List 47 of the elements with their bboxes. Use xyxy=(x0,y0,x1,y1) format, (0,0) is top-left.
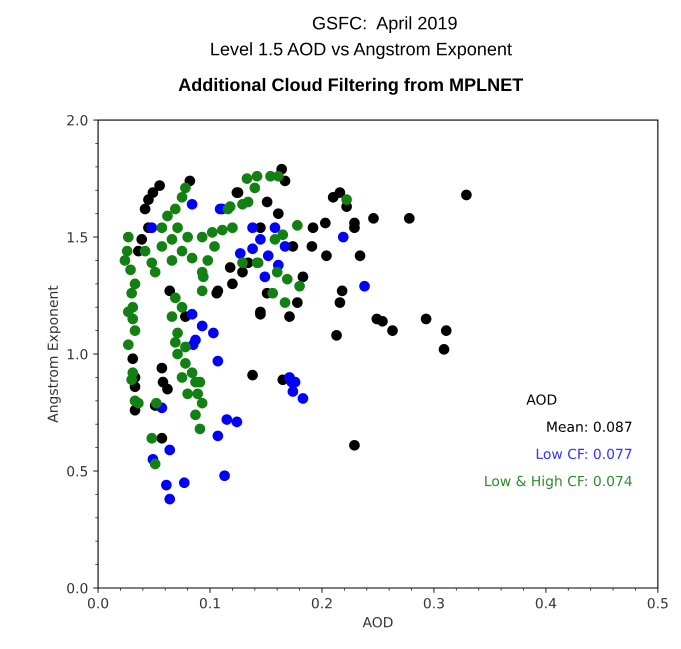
text: Additional Cloud Filtering from MPLNET xyxy=(178,78,524,95)
point xyxy=(255,234,266,245)
chart-subtitle: Level 1.5 AOD vs Angstrom Exponent xyxy=(211,42,512,60)
chart-title: GSFC: April 2019 xyxy=(312,16,457,34)
y-tick-label: 2.0 xyxy=(67,115,88,126)
point xyxy=(219,470,230,482)
point xyxy=(280,241,290,252)
x-axis-title: AOD xyxy=(362,616,393,628)
x-tick-label: 0.2 xyxy=(312,598,332,608)
x-tick-label: 0.3 xyxy=(424,598,444,608)
point xyxy=(232,416,242,428)
annotation: Low CF: 0.077 xyxy=(536,448,632,460)
y-axis-title: Angstrom Exponent xyxy=(48,286,61,423)
point xyxy=(208,328,219,338)
point xyxy=(247,243,258,254)
point xyxy=(164,494,176,504)
point xyxy=(359,280,370,292)
point xyxy=(164,444,176,456)
y-tick-label: 1.0 xyxy=(68,349,88,360)
point xyxy=(161,480,172,490)
point xyxy=(186,308,198,320)
point xyxy=(298,393,308,404)
x-tick-label: 0.5 xyxy=(648,598,668,608)
annotation: AOD xyxy=(526,394,556,405)
point xyxy=(146,222,158,234)
x-tick-label: 0.0 xyxy=(88,598,108,608)
x-tick-label: 0.4 xyxy=(536,598,556,608)
point xyxy=(338,232,349,242)
point xyxy=(190,334,201,346)
point xyxy=(288,386,298,397)
point xyxy=(234,248,246,259)
point xyxy=(212,430,224,442)
annotation: Low & High CF: 0.074 xyxy=(485,476,632,489)
point xyxy=(247,222,258,234)
point xyxy=(262,250,274,262)
y-tick-label: 0.0 xyxy=(67,582,88,594)
point xyxy=(221,414,232,425)
point xyxy=(270,222,280,234)
annotation: Mean: 0.087 xyxy=(547,421,632,432)
point xyxy=(178,477,190,488)
x-tick-label: 0.1 xyxy=(200,598,220,608)
point xyxy=(212,356,224,366)
y-tick-label: 0.5 xyxy=(67,466,88,476)
y-tick-label: 1.5 xyxy=(68,232,88,243)
point xyxy=(186,198,198,210)
point xyxy=(260,271,270,282)
point xyxy=(196,320,208,332)
